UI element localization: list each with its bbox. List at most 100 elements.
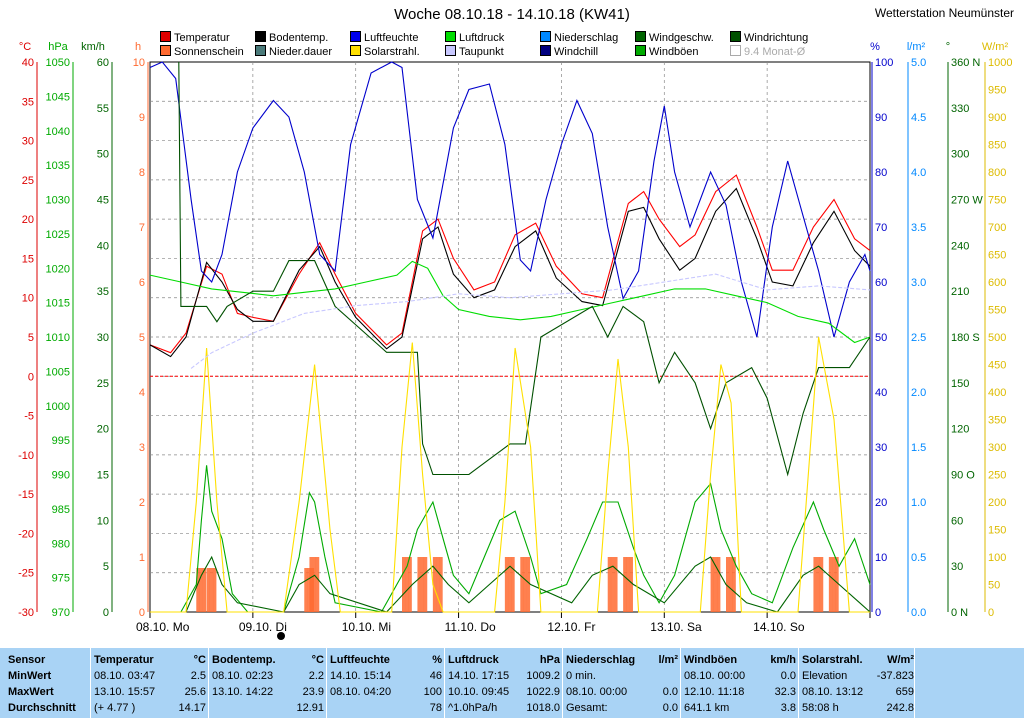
sunshine-bar bbox=[196, 568, 200, 612]
humidity-axis-tick: 90 bbox=[875, 112, 887, 124]
sunshine-bar bbox=[523, 557, 527, 612]
legend-swatch bbox=[160, 45, 171, 56]
humidity-axis-tick: 10 bbox=[875, 552, 887, 564]
direction-axis-tick: 330 bbox=[951, 103, 969, 115]
stats-value: 0.0 bbox=[662, 702, 678, 714]
stats-column-windb-en: Windböen km/h 08.10. 00:00 0.0 12.10. 11:18 3… bbox=[680, 648, 796, 718]
stats-unit: km/h bbox=[770, 654, 796, 666]
humidity-axis-unit: % bbox=[870, 41, 880, 53]
stats-column-luftdruck: Luftdruck hPa 14.10. 17:15 1009.2 10.10. 09:… bbox=[444, 648, 560, 718]
solar-axis-tick: 0 bbox=[988, 607, 994, 619]
stats-unit: l/m² bbox=[658, 654, 678, 666]
sunshine-bar bbox=[312, 557, 317, 612]
stats-value: 1009.2 bbox=[526, 670, 560, 682]
direction-axis-tick: 150 bbox=[951, 378, 969, 390]
stats-value: 1018.0 bbox=[526, 702, 560, 714]
legend-swatch bbox=[350, 45, 361, 56]
stats-divider bbox=[326, 648, 327, 718]
stats-column-niederschlag: Niederschlag l/m² 0 min. 08.10. 00:00 0.0 Ges… bbox=[562, 648, 678, 718]
stats-time: 0 min. bbox=[566, 670, 596, 682]
temp-axis-unit: °C bbox=[19, 41, 31, 53]
stats-divider bbox=[680, 648, 681, 718]
sunshine-bar bbox=[729, 557, 733, 612]
stats-header: Solarstrahl. bbox=[802, 654, 863, 666]
pressure-axis-tick: 1000 bbox=[46, 401, 70, 413]
stats-value: 23.9 bbox=[302, 686, 324, 698]
windb-en-series bbox=[150, 465, 871, 613]
pressure-axis-tick: 990 bbox=[52, 470, 70, 482]
temp-axis-tick: 10 bbox=[22, 293, 34, 305]
pressure-axis-tick: 1030 bbox=[46, 195, 70, 207]
wind-axis-tick: 55 bbox=[97, 103, 109, 115]
stats-unit: W/m² bbox=[887, 654, 914, 666]
pressure-axis-tick: 975 bbox=[52, 573, 70, 585]
sunshine-bar bbox=[607, 557, 612, 612]
solar-axis-tick: 350 bbox=[988, 415, 1006, 427]
stats-header: Bodentemp. bbox=[212, 654, 276, 666]
pressure-axis-tick: 1045 bbox=[46, 91, 70, 103]
sunshine-bar bbox=[828, 557, 833, 612]
direction-axis-tick: 210 bbox=[951, 286, 969, 298]
stats-divider bbox=[798, 648, 799, 718]
direction-axis-tick: 180 S bbox=[951, 332, 980, 344]
stats-value: 659 bbox=[895, 686, 914, 698]
hours-axis-tick: 10 bbox=[133, 57, 145, 69]
humidity-axis-tick: 60 bbox=[875, 277, 887, 289]
legend-swatch bbox=[255, 45, 266, 56]
stats-header: Windböen bbox=[684, 654, 738, 666]
stats-time: 641.1 km bbox=[684, 702, 730, 714]
stats-value: 242.8 bbox=[886, 702, 914, 714]
pressure-axis-tick: 980 bbox=[52, 538, 70, 550]
windrichtung-series bbox=[178, 61, 871, 477]
legend-item-windb-en: Windböen bbox=[635, 45, 699, 58]
windgeschw-series bbox=[150, 555, 871, 613]
sunshine-bar bbox=[511, 557, 515, 612]
temp-axis-tick: -5 bbox=[24, 411, 34, 423]
pressure-axis-unit: hPa bbox=[48, 41, 68, 53]
stats-value: 1022.9 bbox=[526, 686, 560, 698]
temperatur-series bbox=[149, 174, 871, 354]
legend-swatch bbox=[540, 45, 551, 56]
stats-value: 12.91 bbox=[296, 702, 324, 714]
stats-value: 100 bbox=[423, 686, 442, 698]
stats-row-label: MinWert bbox=[8, 670, 52, 682]
stats-column-luftfeuchte: Luftfeuchte% 14.10. 15:14 46 08.10. 04:20 10… bbox=[326, 648, 442, 718]
direction-axis-tick: 60 bbox=[951, 515, 963, 527]
humidity-axis-tick: 20 bbox=[875, 497, 887, 509]
pressure-axis-tick: 1020 bbox=[46, 263, 70, 275]
stats-unit: °C bbox=[193, 654, 206, 666]
pressure-axis-tick: 1005 bbox=[46, 366, 70, 378]
day-label: 14.10. So bbox=[753, 620, 805, 634]
hours-axis-tick: 5 bbox=[139, 332, 145, 344]
humidity-axis-tick: 30 bbox=[875, 442, 887, 454]
temp-axis-tick: 40 bbox=[22, 57, 34, 69]
legend: Temperatur Sonnenschein Bodentemp. Nieder.d… bbox=[160, 31, 860, 61]
solar-axis-tick: 50 bbox=[988, 580, 1000, 592]
pressure-axis-tick: 995 bbox=[52, 435, 70, 447]
legend-label: Solarstrahl. bbox=[364, 46, 420, 58]
legend-swatch bbox=[445, 45, 456, 56]
solar-axis-tick: 250 bbox=[988, 470, 1006, 482]
wind-axis-tick: 5 bbox=[103, 561, 109, 573]
wind-axis-tick: 50 bbox=[97, 149, 109, 161]
pressure-axis-tick: 1050 bbox=[46, 57, 70, 69]
sunshine-bar bbox=[420, 557, 425, 612]
sunshine-bar bbox=[629, 557, 633, 612]
solar-axis-tick: 550 bbox=[988, 305, 1006, 317]
legend-label: Niederschlag bbox=[554, 32, 619, 44]
wind-axis-tick: 0 bbox=[103, 607, 109, 619]
taupunkt-series bbox=[190, 273, 871, 369]
stats-header: Luftdruck bbox=[448, 654, 499, 666]
precip-axis-tick: 2.5 bbox=[911, 332, 926, 344]
stats-time: 58:08 h bbox=[802, 702, 839, 714]
stats-column-temperatur: Temperatur °C 08.10. 03:47 2.5 13.10. 15:57 2… bbox=[90, 648, 206, 718]
stats-value: 2.5 bbox=[190, 670, 206, 682]
hours-axis-tick: 0 bbox=[139, 607, 145, 619]
direction-axis-tick: 270 W bbox=[951, 195, 983, 207]
sunshine-bar bbox=[623, 557, 627, 612]
hours-axis-tick: 4 bbox=[139, 387, 145, 399]
solar-axis-tick: 900 bbox=[988, 112, 1006, 124]
temp-axis-tick: 35 bbox=[22, 96, 34, 108]
direction-axis-tick: 240 bbox=[951, 240, 969, 252]
stats-value: 14.17 bbox=[178, 702, 206, 714]
